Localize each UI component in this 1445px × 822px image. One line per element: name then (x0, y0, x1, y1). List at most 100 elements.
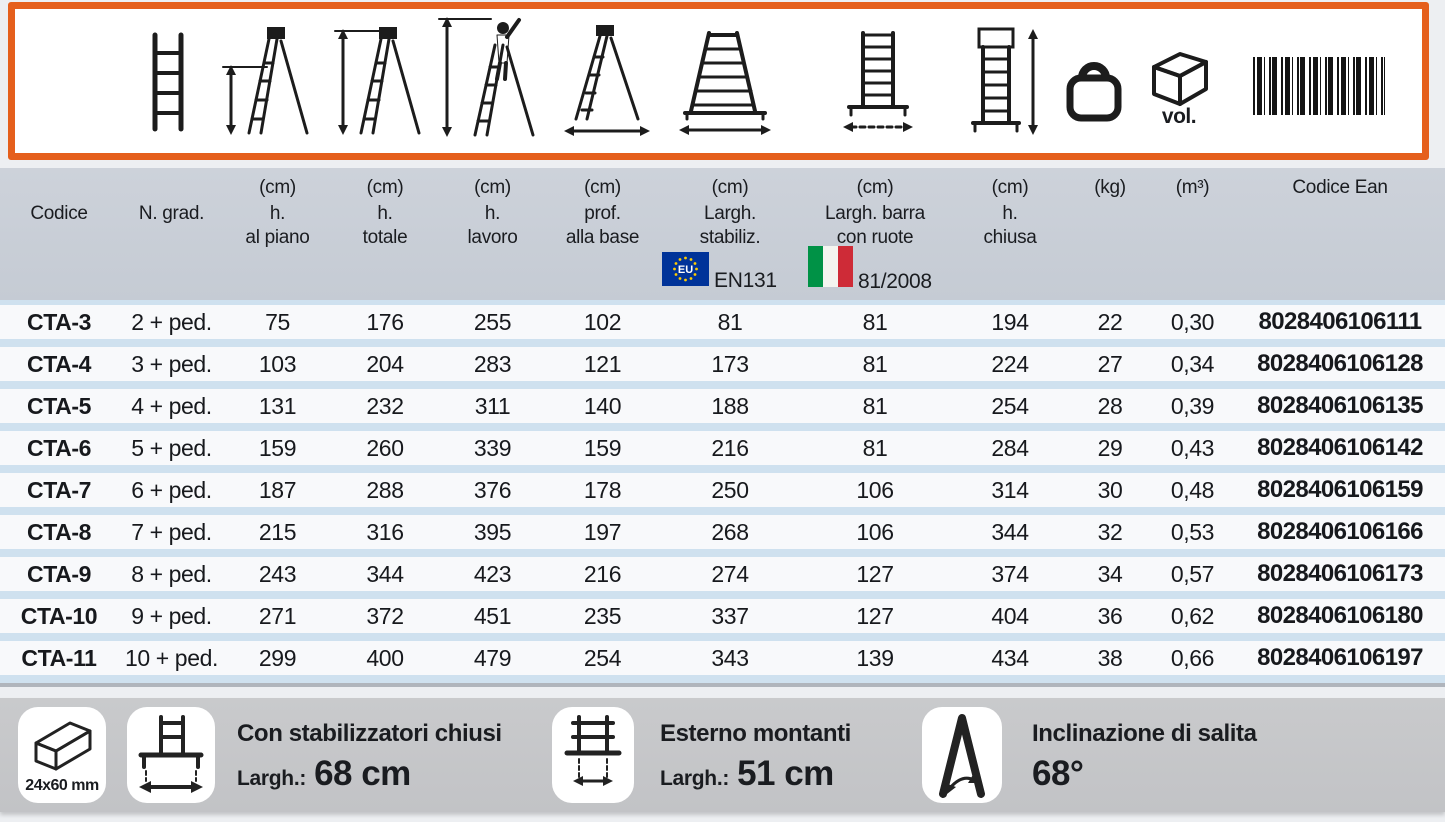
code-cell: CTA-9 (26, 561, 91, 587)
value-cell: 316 (366, 519, 404, 545)
ean-cell: 8028406106111 (1258, 308, 1422, 335)
volume-icon: vol. (1140, 43, 1218, 129)
certification-label: 81/2008 (858, 270, 932, 293)
stabilizer-closed-badge (127, 707, 215, 803)
value-cell: 255 (473, 309, 512, 335)
stabilizers-title: Con stabilizzatori chiusi (237, 720, 502, 747)
value-cell: 194 (991, 309, 1029, 335)
value-cell: 102 (583, 309, 622, 335)
value-cell: 283 (473, 351, 512, 377)
value-cell: 268 (711, 519, 749, 545)
profile-badge: 24x60 mm (18, 707, 106, 803)
value-cell: 216 (583, 561, 622, 587)
column-header: (kg) (1094, 177, 1126, 198)
value-cell: 27 (1097, 351, 1123, 377)
value-cell: 127 (856, 603, 894, 629)
value-cell: 284 (991, 435, 1029, 461)
value-cell: 0,30 (1170, 309, 1215, 335)
value-cell: 344 (366, 561, 404, 587)
column-header: (cm) h. al piano (245, 177, 310, 248)
code-cell: CTA-7 (26, 477, 91, 503)
ean-cell: 8028406106197 (1257, 644, 1423, 671)
closed-height-icon (965, 25, 1047, 139)
value-cell: 311 (474, 393, 511, 419)
value-cell: 288 (366, 477, 404, 503)
table-row: CTA-11 10 + ped. 299 400 479 254 343 139 434 38 0,… (0, 641, 1445, 675)
value-cell: 4 + ped. (131, 393, 212, 419)
value-cell: 159 (583, 435, 622, 461)
value-cell: 314 (991, 477, 1029, 503)
value-cell: 260 (366, 435, 404, 461)
stabilizer-width-icon (677, 27, 773, 139)
value-cell: 178 (583, 477, 622, 503)
certification-en131: EU EN131 (662, 252, 777, 291)
value-cell: 344 (991, 519, 1029, 545)
stabilizers-width-value: 68 cm (314, 754, 411, 793)
product-icon-strip: vol. (8, 2, 1429, 160)
value-cell: 216 (711, 435, 749, 461)
table-row: CTA-9 8 + ped. 243 344 423 216 274 127 374 34 0,57… (0, 557, 1445, 591)
value-cell: 395 (473, 519, 512, 545)
uprights-badge (552, 707, 634, 803)
eu-flag-icon: EU (662, 252, 709, 291)
value-cell: 0,66 (1170, 645, 1215, 671)
total-height-icon (327, 23, 427, 139)
volume-label: vol. (1161, 105, 1197, 128)
weight-icon (1063, 51, 1125, 125)
column-header: (cm) h. lavoro (467, 177, 518, 248)
value-cell: 479 (473, 645, 512, 671)
column-header: N. grad. (138, 203, 205, 224)
value-cell: 121 (583, 351, 622, 377)
value-cell: 3 + ped. (131, 351, 212, 377)
value-cell: 204 (366, 351, 404, 377)
value-cell: 339 (473, 435, 512, 461)
value-cell: 8 + ped. (131, 561, 212, 587)
profile-size-label: 24x60 mm (25, 777, 99, 794)
column-header: (m³) (1175, 177, 1210, 198)
base-depth-icon (560, 23, 652, 143)
value-cell: 38 (1097, 645, 1123, 671)
value-cell: 22 (1097, 309, 1123, 335)
value-cell: 131 (258, 393, 297, 419)
svg-text:EU: EU (678, 264, 693, 276)
ean-cell: 8028406106173 (1257, 560, 1423, 587)
value-cell: 36 (1097, 603, 1123, 629)
barcode-icon (1253, 57, 1385, 115)
value-cell: 127 (856, 561, 894, 587)
code-cell: CTA-6 (26, 435, 91, 461)
column-header: Codice Ean (1292, 177, 1388, 198)
value-cell: 6 + ped. (131, 477, 212, 503)
ean-cell: 8028406106166 (1257, 518, 1423, 545)
code-cell: CTA-3 (26, 309, 91, 335)
value-cell: 7 + ped. (131, 519, 212, 545)
code-cell: CTA-5 (26, 393, 91, 419)
inclination-badge (922, 707, 1002, 803)
table-row: CTA-4 3 + ped. 103 204 283 121 173 81 224 27 0,34 8… (0, 347, 1445, 381)
uprights-title: Esterno montanti (660, 720, 851, 747)
value-cell: 29 (1097, 435, 1123, 461)
value-cell: 0,48 (1170, 477, 1215, 503)
ean-cell: 8028406106135 (1257, 392, 1423, 419)
column-header: (cm) Largh. barra con ruote (825, 177, 925, 248)
ean-cell: 8028406106142 (1257, 434, 1423, 461)
value-cell: 188 (711, 393, 749, 419)
table-row: CTA-3 2 + ped. 75 176 255 102 81 81 194 22 0,30 802… (0, 305, 1445, 339)
value-cell: 451 (473, 603, 512, 629)
value-cell: 81 (862, 351, 888, 377)
value-cell: 10 + ped. (125, 645, 218, 671)
wheel-bar-width-icon (837, 27, 919, 139)
value-cell: 32 (1097, 519, 1123, 545)
value-cell: 404 (991, 603, 1029, 629)
stabilizers-closed-text: Con stabilizzatori chiusi Largh.: 68 cm (237, 720, 502, 794)
inclination-value: 68° (1032, 754, 1084, 793)
value-cell: 274 (711, 561, 749, 587)
uprights-width-label: Largh.: (660, 767, 730, 790)
profile-section-icon (26, 715, 98, 775)
platform-height-icon (215, 23, 315, 139)
value-cell: 28 (1097, 393, 1123, 419)
value-cell: 140 (583, 393, 622, 419)
certification-81-2008: 81/2008 (808, 246, 932, 292)
value-cell: 423 (473, 561, 512, 587)
value-cell: 106 (856, 477, 894, 503)
value-cell: 103 (258, 351, 297, 377)
